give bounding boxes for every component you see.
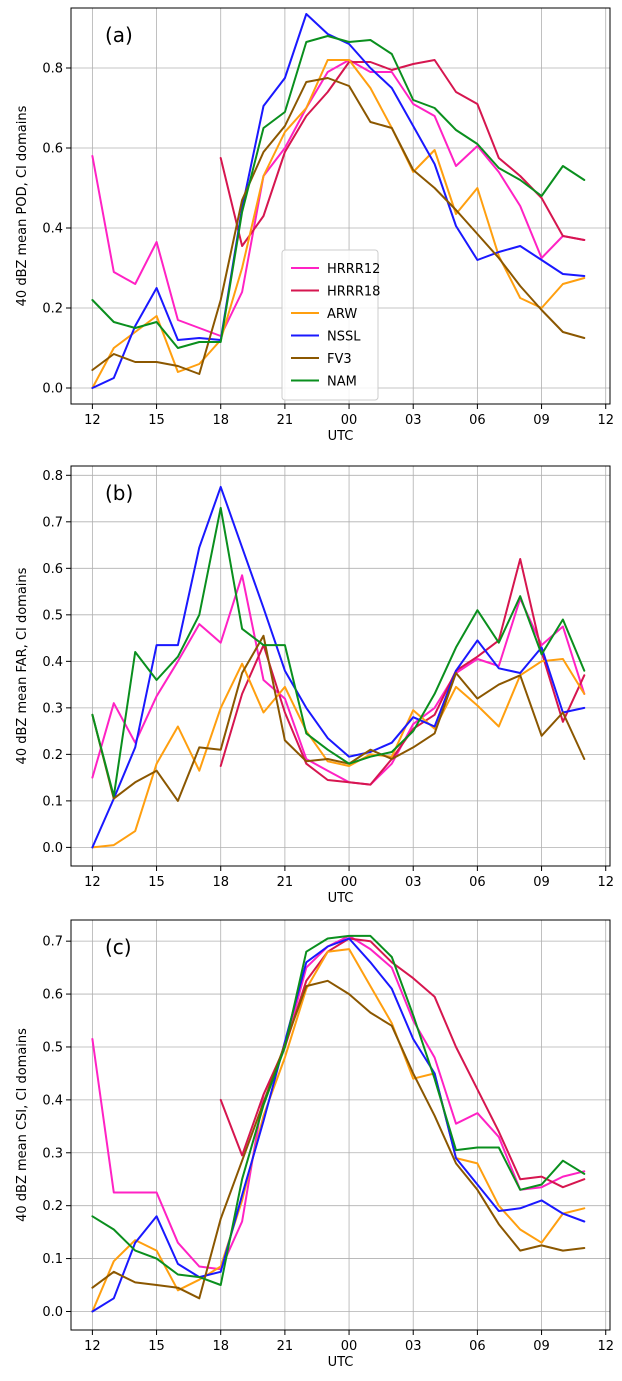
series-line-nam <box>91 506 586 798</box>
x-tick-label: 12 <box>597 1339 614 1354</box>
series-line-nssl <box>91 485 586 849</box>
x-tick-label: 03 <box>405 875 422 890</box>
legend-label-fv3: FV3 <box>327 352 352 367</box>
series-line-nssl <box>91 937 586 1313</box>
x-tick-label: 09 <box>533 413 550 428</box>
x-tick-label: 15 <box>148 413 165 428</box>
x-axis-label: UTC <box>328 1355 354 1370</box>
panel-a: 12 15 18 21 00 03 06 09 12 0.0 0.2 0.4 0.6 0.8 (a) UT… <box>15 7 614 444</box>
y-tick-label: 0.3 <box>42 1146 63 1161</box>
y-tick-label: 0.6 <box>42 988 63 1003</box>
y-tick-label: 0.6 <box>42 562 63 577</box>
x-tick-label: 18 <box>212 875 229 890</box>
y-tick-label: 0.0 <box>42 382 63 397</box>
y-tick-label: 0.8 <box>42 62 63 77</box>
series-line-nam <box>91 35 586 349</box>
series-line-hrrr12 <box>91 934 586 1271</box>
x-tick-label: 12 <box>84 413 101 428</box>
y-tick-label: 0.6 <box>42 142 63 157</box>
plot-frame <box>70 465 611 867</box>
y-tick-label: 0.0 <box>42 841 63 856</box>
series-line-hrrr18 <box>219 59 586 247</box>
series-line-hrrr18 <box>219 558 586 786</box>
series-line-arw <box>91 948 586 1313</box>
x-tick-label: 21 <box>277 413 294 428</box>
legend-box <box>281 249 379 401</box>
x-tick-label: 12 <box>84 1339 101 1354</box>
x-tick-label: 09 <box>533 1339 550 1354</box>
x-tick-label: 12 <box>597 413 614 428</box>
x-tick-label: 18 <box>212 413 229 428</box>
x-axis-label: UTC <box>328 891 354 906</box>
y-axis-label: 40 dBZ mean CSI, CI domains <box>15 1028 30 1222</box>
y-tick-label: 0.7 <box>42 515 63 530</box>
x-tick-label: 03 <box>405 1339 422 1354</box>
y-tick-label: 0.0 <box>42 1305 63 1320</box>
legend-label-hrrr12: HRRR12 <box>327 262 380 277</box>
y-tick-label: 0.5 <box>42 608 63 623</box>
legend-label-nssl: NSSL <box>327 330 361 345</box>
y-tick-label: 0.4 <box>42 1093 63 1108</box>
series-line-nam <box>91 934 586 1286</box>
legend-label-hrrr18: HRRR18 <box>327 285 380 300</box>
series-line-hrrr18 <box>219 937 586 1189</box>
y-tick-label: 0.4 <box>42 222 63 237</box>
series-line-fv3 <box>91 77 586 375</box>
y-tick-label: 0.3 <box>42 701 63 716</box>
panel-c: 12 15 18 21 00 03 06 09 12 0.0 0.1 0.2 0.3 0.4 0.5 0.6 0… <box>15 919 614 1370</box>
y-tick-label: 0.1 <box>42 794 63 809</box>
panel-label: (c) <box>105 935 132 959</box>
x-tick-label: 06 <box>469 413 486 428</box>
x-tick-label: 12 <box>597 875 614 890</box>
y-axis-label: 40 dBZ mean FAR, CI domains <box>15 567 30 764</box>
y-tick-label: 0.2 <box>42 748 63 763</box>
x-tick-label: 12 <box>84 875 101 890</box>
x-tick-label: 15 <box>148 1339 165 1354</box>
x-tick-label: 03 <box>405 413 422 428</box>
x-tick-label: 18 <box>212 1339 229 1354</box>
y-tick-label: 0.1 <box>42 1252 63 1267</box>
panel-label: (b) <box>105 481 133 505</box>
x-tick-label: 15 <box>148 875 165 890</box>
y-tick-label: 0.8 <box>42 469 63 484</box>
x-axis-label: UTC <box>328 429 354 444</box>
y-axis-label: 40 dBZ mean POD, CI domains <box>15 105 30 306</box>
series-line-fv3 <box>91 634 586 802</box>
x-tick-label: 06 <box>469 1339 486 1354</box>
legend-label-nam: NAM <box>327 375 357 390</box>
series-line-hrrr12 <box>91 574 586 786</box>
panel-b: 12 15 18 21 00 03 06 09 12 0.0 0.1 0.2 0.3 0.4 0.5 0.6 0… <box>15 465 614 906</box>
series-line-arw <box>91 658 586 849</box>
y-tick-label: 0.4 <box>42 655 63 670</box>
x-tick-label: 00 <box>341 1339 358 1354</box>
y-tick-label: 0.2 <box>42 1199 63 1214</box>
plot-frame <box>70 7 611 405</box>
legend: HRRR12 HRRR18 ARW NSSL FV3 NAM <box>281 249 380 401</box>
series-line-hrrr12 <box>91 59 586 337</box>
legend-label-arw: ARW <box>327 307 357 322</box>
x-tick-label: 00 <box>341 875 358 890</box>
x-tick-label: 00 <box>341 413 358 428</box>
x-tick-label: 09 <box>533 875 550 890</box>
x-tick-label: 21 <box>277 1339 294 1354</box>
y-tick-label: 0.5 <box>42 1040 63 1055</box>
y-tick-label: 0.7 <box>42 935 63 950</box>
series-line-fv3 <box>91 979 586 1300</box>
panel-label: (a) <box>105 23 133 47</box>
x-tick-label: 21 <box>277 875 294 890</box>
plot-frame <box>70 919 611 1331</box>
y-tick-label: 0.2 <box>42 302 63 317</box>
x-tick-label: 06 <box>469 875 486 890</box>
